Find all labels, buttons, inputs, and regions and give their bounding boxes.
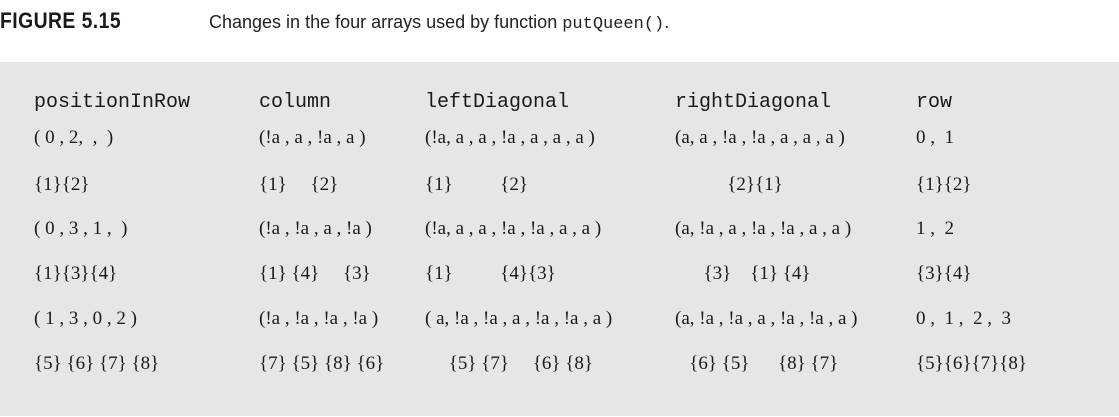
cell-position-in-row: ( 1 , 3 , 0 , 2 ) (34, 308, 137, 329)
cell-column: (!a , !a , a , !a ) (259, 218, 372, 239)
caption-text: Changes in the four arrays used by funct… (209, 12, 669, 34)
cell-column: (!a , a , !a , a ) (259, 127, 366, 148)
cell-row: 1 , 2 (916, 218, 954, 239)
cell-left-diagonal: (!a, a , a , !a , a , a , a ) (425, 127, 595, 148)
caption-suffix: . (664, 12, 670, 32)
figure-caption: FIGURE 5.15 Changes in the four arrays u… (0, 8, 669, 42)
cell-left-diagonal: {1} {4}{3} (425, 263, 556, 284)
arrays-table-panel: positionInRow column leftDiagonal rightD… (0, 62, 1119, 416)
cell-left-diagonal: ( a, !a , !a , a , !a , !a , a ) (425, 308, 613, 329)
cell-right-diagonal: (a, !a , a , !a , !a , a , a ) (675, 218, 852, 239)
cell-right-diagonal: (a, !a , !a , a , !a , !a , a ) (675, 308, 858, 329)
caption-code: putQueen() (562, 15, 665, 34)
cell-position-in-row: ( 0 , 3 , 1 , ) (34, 218, 128, 239)
cell-left-diagonal: (!a, a , a , !a , !a , a , a ) (425, 218, 602, 239)
cell-left-diagonal: {5} {7} {6} {8} (425, 353, 593, 374)
header-column: column (259, 91, 332, 114)
cell-column: {1} {2} (259, 174, 339, 195)
caption-text-main: Changes in the four arrays used by funct… (209, 12, 563, 32)
header-left-diagonal: leftDiagonal (425, 91, 570, 114)
cell-column: {1} {4} {3} (259, 263, 371, 284)
cell-column: {7} {5} {8} {6} (259, 353, 385, 374)
cell-row: {1}{2} (916, 174, 972, 195)
cell-row: {5}{6}{7}{8} (916, 353, 1027, 374)
header-row: row (916, 91, 953, 114)
cell-position-in-row: ( 0 , 2, , ) (34, 127, 114, 148)
cell-right-diagonal: {6} {5} {8} {7} (675, 353, 839, 374)
cell-row: 0 , 1 , 2 , 3 (916, 308, 1011, 329)
header-position-in-row: positionInRow (34, 91, 191, 114)
cell-right-diagonal: {2}{1} (675, 174, 783, 195)
cell-right-diagonal: {3} {1} {4} (675, 263, 811, 284)
cell-right-diagonal: (a, a , !a , !a , a , a , a ) (675, 127, 845, 148)
cell-row: 0 , 1 (916, 127, 954, 148)
cell-position-in-row: {1}{3}{4} (34, 263, 118, 284)
header-right-diagonal: rightDiagonal (675, 91, 832, 114)
cell-position-in-row: {5} {6} {7} {8} (34, 353, 160, 374)
figure-label: FIGURE 5.15 (0, 8, 122, 33)
cell-left-diagonal: {1} {2} (425, 174, 528, 195)
cell-position-in-row: {1}{2} (34, 174, 90, 195)
cell-column: (!a , !a , !a , !a ) (259, 308, 379, 329)
cell-row: {3}{4} (916, 263, 972, 284)
